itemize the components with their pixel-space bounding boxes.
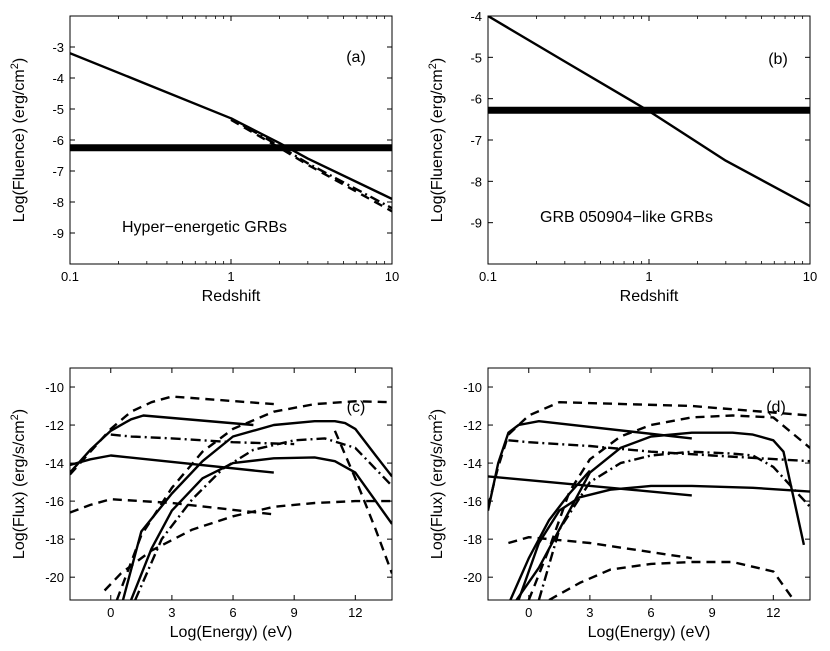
axes-frame-c xyxy=(69,367,393,601)
y-tick-label-b: -6 xyxy=(470,92,482,107)
x-tick-label-b: 0.1 xyxy=(479,269,497,284)
x-tick-label-c: 0 xyxy=(107,605,114,620)
y-tick-label-d: -20 xyxy=(463,570,482,585)
y-axis-label-close: ) xyxy=(11,409,28,414)
y-tick-label-b: -5 xyxy=(470,50,482,65)
series-d-ic-5 xyxy=(537,450,810,600)
y-tick-label-c: -18 xyxy=(45,532,64,547)
panel-label-a: (a) xyxy=(346,49,366,66)
y-tick-label-b: -9 xyxy=(470,216,482,231)
y-axis-label-superscript: 2 xyxy=(9,414,21,420)
series-group-b xyxy=(488,16,810,208)
y-axis-label-close: ) xyxy=(11,58,28,63)
series-a-dashed xyxy=(230,118,392,213)
x-tick-label-a: 10 xyxy=(385,269,399,284)
series-c-ic-5 xyxy=(134,437,392,600)
y-axis-label-c: Log(Flux) (erg/s/cm2) xyxy=(9,409,28,559)
series-a-dash-dot xyxy=(230,117,392,210)
y-tick-label-a: -4 xyxy=(52,71,64,86)
x-tick-label-a: 0.1 xyxy=(61,269,79,284)
panel-label-c: (c) xyxy=(347,399,366,416)
x-tick-label-d: 6 xyxy=(647,605,654,620)
series-c-prompt-4 xyxy=(110,433,295,446)
series-c-prompt-1 xyxy=(70,414,254,474)
x-tick-label-d: 12 xyxy=(766,605,780,620)
y-axis-label-superscript: 2 xyxy=(427,414,439,420)
x-tick-label-d: 3 xyxy=(586,605,593,620)
x-tick-label-a: 1 xyxy=(227,269,234,284)
series-d-ic-4 xyxy=(548,560,795,600)
y-tick-label-c: -10 xyxy=(45,380,64,395)
x-tick-label-b: 1 xyxy=(645,269,652,284)
series-d-ic-6 xyxy=(509,469,591,600)
y-axis-label-close: ) xyxy=(429,58,446,63)
axes-frame-d xyxy=(487,367,811,601)
x-tick-label-d: 9 xyxy=(709,605,716,620)
y-tick-label-c: -16 xyxy=(45,494,64,509)
series-c-ic-6 xyxy=(333,430,392,574)
x-tick-label-c: 6 xyxy=(229,605,236,620)
series-c-ic-2 xyxy=(129,456,392,600)
x-axis-label-c: Log(Energy) (eV) xyxy=(170,624,293,641)
panel-c: 0 3 6 9 12 -20 -18 -16 -14 -12 -10 (c) Log(Energy) (… xyxy=(9,367,393,641)
y-axis-label-superscript: 2 xyxy=(427,63,439,69)
y-tick-label-a: -3 xyxy=(52,40,64,55)
x-tick-label-b: 10 xyxy=(803,269,817,284)
y-axis-label-a: Log(Fluence) (erg/cm2) xyxy=(9,58,28,222)
y-axis-label-text: Log(Fluence) (erg/cm xyxy=(429,69,446,222)
x-axis-label-b: Redshift xyxy=(620,288,679,305)
series-c-ic-4 xyxy=(103,499,392,592)
y-tick-label-d: -10 xyxy=(463,380,482,395)
y-tick-label-b: -8 xyxy=(470,174,482,189)
x-axis-label-a: Redshift xyxy=(202,288,261,305)
y-axis-label-superscript: 2 xyxy=(9,63,21,69)
series-group-c xyxy=(70,395,392,600)
y-tick-label-d: -16 xyxy=(463,494,482,509)
y-tick-label-a: -6 xyxy=(52,133,64,148)
panel-label-b: (b) xyxy=(768,51,788,68)
series-d-prompt-4 xyxy=(508,439,810,463)
x-axis-label-d: Log(Energy) (eV) xyxy=(588,624,711,641)
x-tick-label-c: 9 xyxy=(291,605,298,620)
y-tick-label-c: -14 xyxy=(45,456,64,471)
y-axis-label-close: ) xyxy=(429,409,446,414)
panel-b: 0.1 1 10 -9 -8 -7 -6 -5 -4 (b) GRB 050904−like GRB… xyxy=(427,9,817,305)
series-group-d xyxy=(488,401,810,600)
x-tick-label-c: 3 xyxy=(168,605,175,620)
y-tick-label-d: -12 xyxy=(463,418,482,433)
series-d-ic-2 xyxy=(517,484,810,600)
annotation-a: Hyper−energetic GRBs xyxy=(122,219,287,236)
y-axis-label-text: Log(Fluence) (erg/cm xyxy=(11,69,28,222)
y-axis-label-text: Log(Flux) (erg/s/cm xyxy=(429,420,446,559)
series-c-ic-1 xyxy=(121,420,392,600)
series-d-prompt-2 xyxy=(488,475,692,497)
y-tick-label-a: -5 xyxy=(52,102,64,117)
y-tick-label-b: -4 xyxy=(470,9,482,24)
series-a-solid xyxy=(70,52,392,200)
panel-a: 0.1 1 10 -9 -8 -7 -6 -5 -4 -3 (a) Hyper−energetic G… xyxy=(9,15,399,305)
y-tick-label-c: -12 xyxy=(45,418,64,433)
series-c-ic-3 xyxy=(115,400,392,600)
x-tick-label-c: 12 xyxy=(348,605,362,620)
panel-d: 0 3 6 9 12 -20 -18 -16 -14 -12 -10 (d) Log(Energy) (… xyxy=(427,367,811,641)
y-axis-label-d: Log(Flux) (erg/s/cm2) xyxy=(427,409,446,559)
series-c-prompt-3 xyxy=(70,395,274,476)
panel-label-d: (d) xyxy=(766,399,786,416)
y-tick-label-b: -7 xyxy=(470,133,482,148)
y-tick-label-c: -20 xyxy=(45,570,64,585)
y-axis-label-b: Log(Fluence) (erg/cm2) xyxy=(427,58,446,222)
y-tick-label-a: -7 xyxy=(52,164,64,179)
series-group-a xyxy=(70,52,392,213)
y-tick-label-a: -8 xyxy=(52,195,64,210)
series-d-prompt-5 xyxy=(508,536,692,560)
series-c-prompt-5 xyxy=(70,498,274,516)
x-tick-label-d: 0 xyxy=(525,605,532,620)
y-axis-label-text: Log(Flux) (erg/s/cm xyxy=(11,420,28,559)
y-tick-label-a: -9 xyxy=(52,226,64,241)
y-tick-label-d: -14 xyxy=(463,456,482,471)
y-tick-label-d: -18 xyxy=(463,532,482,547)
annotation-b: GRB 050904−like GRBs xyxy=(540,209,713,226)
